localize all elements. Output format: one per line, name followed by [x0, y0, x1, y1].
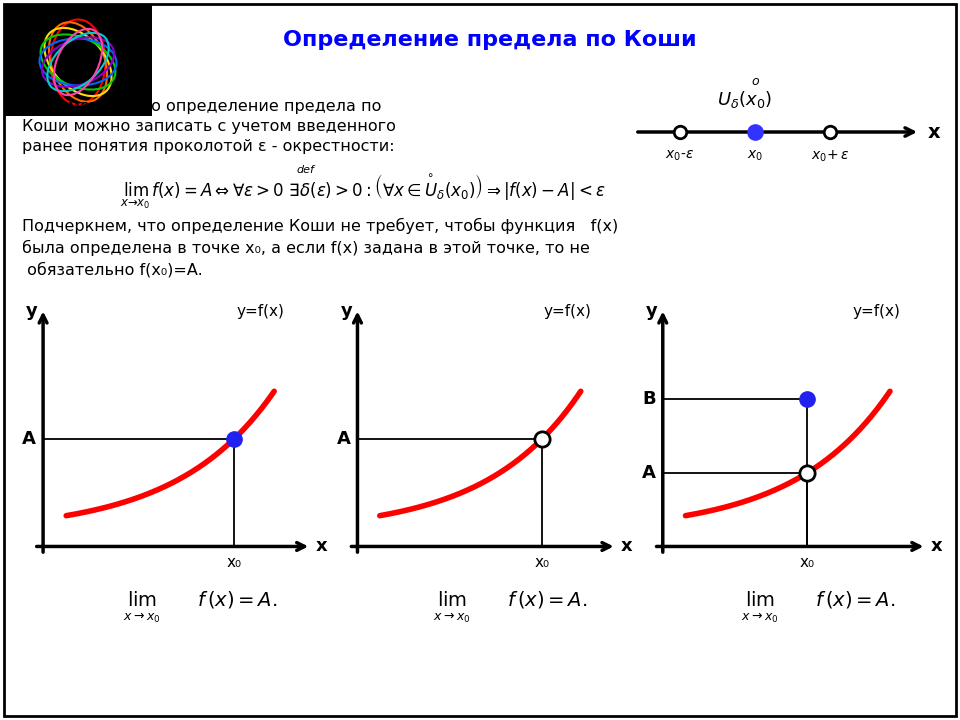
Bar [4, 4, 152, 116]
Text: x: x [931, 537, 943, 555]
Text: y: y [341, 302, 352, 320]
Text: $\lim_{x \to x_0} f(x) = A \Leftrightarrow \forall\varepsilon > 0 \ \exists\delt: $\lim_{x \to x_0} f(x) = A \Leftrightarr… [120, 173, 606, 211]
Text: $x{\to}x_0$: $x{\to}x_0$ [123, 611, 160, 625]
Text: Коши можно записать с учетом введенного: Коши можно записать с учетом введенного [22, 119, 396, 133]
Text: $x_0$: $x_0$ [747, 149, 763, 163]
Text: $x{\to}x_0$: $x{\to}x_0$ [741, 611, 779, 625]
Text: def: def [296, 165, 314, 175]
Text: y=f(x): y=f(x) [543, 304, 591, 319]
Text: A: A [336, 430, 350, 448]
Text: y: y [646, 302, 658, 320]
Text: x₀: x₀ [534, 555, 549, 570]
Text: $x_0$+$\,\varepsilon$: $x_0$+$\,\varepsilon$ [811, 149, 849, 164]
Text: $\mathrm{lim}$: $\mathrm{lim}$ [437, 590, 468, 610]
Ellipse shape [81, 60, 91, 74]
Text: $x_0$-$\varepsilon$: $x_0$-$\varepsilon$ [665, 149, 695, 163]
Text: $x{\to}x_0$: $x{\to}x_0$ [433, 611, 470, 625]
Text: y: y [26, 302, 37, 320]
Text: B: B [642, 390, 656, 408]
Text: o: o [751, 75, 758, 88]
Text: A: A [641, 464, 656, 482]
Ellipse shape [64, 45, 76, 63]
Text: A: A [22, 430, 36, 448]
Text: Заметим, что определение предела по: Заметим, что определение предела по [22, 99, 381, 114]
Text: x: x [621, 537, 633, 555]
Text: x₀: x₀ [800, 555, 815, 570]
Text: ранее понятия проколотой ε - окрестности:: ранее понятия проколотой ε - окрестности… [22, 138, 395, 153]
Text: $f\,(x) = A.$: $f\,(x) = A.$ [197, 590, 277, 611]
Text: y=f(x): y=f(x) [852, 304, 900, 319]
Text: $f\,(x) = A.$: $f\,(x) = A.$ [815, 590, 895, 611]
Text: x: x [928, 122, 941, 142]
Text: Определение предела по Коши: Определение предела по Коши [283, 30, 697, 50]
Text: Подчеркнем, что определение Коши не требует, чтобы функция   f(x): Подчеркнем, что определение Коши не треб… [22, 218, 618, 234]
Text: $\mathrm{lim}$: $\mathrm{lim}$ [127, 590, 157, 610]
Text: $f\,(x) = A.$: $f\,(x) = A.$ [507, 590, 588, 611]
Text: $U_\delta(x_0)$: $U_\delta(x_0)$ [717, 89, 773, 110]
Text: y=f(x): y=f(x) [236, 304, 284, 319]
Text: была определена в точке x₀, а если f(x) задана в этой точке, то не: была определена в точке x₀, а если f(x) … [22, 240, 589, 256]
Text: x: x [316, 537, 327, 555]
Text: $\mathrm{lim}$: $\mathrm{lim}$ [745, 590, 775, 610]
Text: обязательно f(x₀)=A.: обязательно f(x₀)=A. [22, 262, 203, 278]
Text: x₀: x₀ [227, 555, 241, 570]
